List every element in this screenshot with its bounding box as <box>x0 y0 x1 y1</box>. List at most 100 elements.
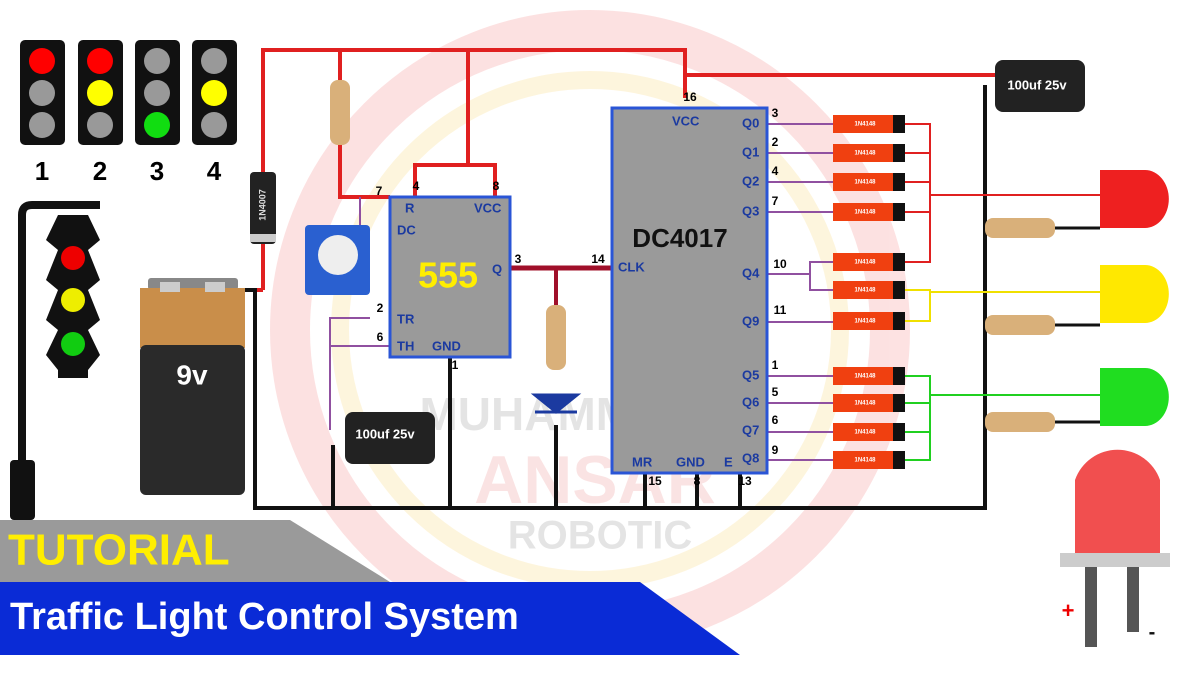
capacitor <box>345 412 435 464</box>
diode-label: 1N4148 <box>854 151 876 157</box>
capacitor <box>995 60 1085 112</box>
pin-name: R <box>405 200 415 215</box>
diode-label: 1N4148 <box>854 122 876 128</box>
diode-label: 1N4148 <box>854 210 876 216</box>
wire <box>338 50 390 199</box>
signal-icon <box>144 112 170 138</box>
output-wire <box>905 123 1100 263</box>
signal-label: 3 <box>150 156 164 186</box>
pin-name: GND <box>676 454 705 469</box>
diode-band <box>893 203 905 221</box>
resistor <box>530 393 582 414</box>
pin-name: Q6 <box>742 394 759 409</box>
pin-number: 8 <box>694 474 701 488</box>
pin-name: CLK <box>618 259 645 274</box>
battery <box>140 345 245 495</box>
pin-name: VCC <box>672 113 700 128</box>
pin-name: Q7 <box>742 422 759 437</box>
diode-label: 1N4148 <box>854 374 876 380</box>
pin-name: Q <box>492 261 502 276</box>
banner <box>0 520 740 655</box>
pin-name: Q8 <box>742 450 759 465</box>
diode-label: 1N4148 <box>854 180 876 186</box>
capacitor-label: 100uf 25v <box>355 426 415 441</box>
led <box>1100 368 1169 426</box>
pin-number: 1 <box>772 358 779 372</box>
diode-band <box>893 394 905 412</box>
banner <box>0 520 390 582</box>
resistor <box>985 412 1055 432</box>
pin-name: VCC <box>474 200 502 215</box>
pin-name: GND <box>432 338 461 353</box>
pin-number: 7 <box>376 184 383 198</box>
led <box>1060 553 1170 567</box>
traffic-light <box>61 246 85 270</box>
pin-name: Q0 <box>742 115 759 130</box>
pin-number: 15 <box>648 474 662 488</box>
diode-band <box>893 312 905 330</box>
pin-number: 11 <box>774 303 787 317</box>
pin-name: DC <box>397 222 416 237</box>
pin-number: 7 <box>772 194 779 208</box>
output-wire <box>767 123 1100 461</box>
led <box>1100 265 1169 323</box>
signal-diode <box>833 281 905 299</box>
battery <box>205 282 225 292</box>
pin-number: 3 <box>772 106 779 120</box>
battery <box>160 282 180 292</box>
signal-icon <box>87 48 113 74</box>
signal-diode <box>833 203 905 221</box>
resistor <box>330 80 350 145</box>
timer-ic <box>388 195 512 359</box>
polarity-label: + <box>1062 598 1075 623</box>
battery-label: 9v <box>176 359 208 390</box>
pin-name: TH <box>397 338 414 353</box>
pin-number: 2 <box>377 301 384 315</box>
banner-tag: TUTORIAL <box>8 526 230 575</box>
pin-name: Q4 <box>742 265 760 280</box>
pin-number: 2 <box>772 135 779 149</box>
pin-number: 6 <box>377 330 384 344</box>
polarity-label: - <box>1149 621 1156 643</box>
traffic-light <box>10 201 100 520</box>
signal-diode <box>833 253 905 271</box>
pin-name: Q5 <box>742 367 759 382</box>
resistor <box>985 218 1055 238</box>
pin-name: Q1 <box>742 144 759 159</box>
pin-name: E <box>724 454 733 469</box>
ic-name: DC4017 <box>632 223 727 253</box>
battery <box>140 278 245 495</box>
pin-number: 5 <box>772 385 779 399</box>
signal-label: 4 <box>207 156 222 186</box>
diode-label: 1N4148 <box>854 458 876 464</box>
diode-label: 1N4148 <box>854 288 876 294</box>
pin-number: 1 <box>452 358 459 372</box>
signal-icon <box>201 80 227 106</box>
pin-number: 6 <box>772 413 779 427</box>
traffic-light <box>61 288 85 312</box>
output-wire <box>905 289 1100 322</box>
diode-band <box>893 144 905 162</box>
signal-icon <box>201 48 227 74</box>
led <box>1085 567 1097 647</box>
signal-icon <box>87 112 113 138</box>
wire <box>413 50 497 197</box>
ic-name: 555 <box>418 255 478 296</box>
pin-number: 9 <box>772 443 779 457</box>
capacitor-label: 100uf 25v <box>1007 77 1067 92</box>
signal-label: 2 <box>93 156 107 186</box>
signal-diode <box>833 312 905 330</box>
diode-label: 1N4007 <box>257 189 267 221</box>
signal-icon <box>29 112 55 138</box>
signal-diode <box>833 144 905 162</box>
power-diode <box>250 172 276 244</box>
signal-diode <box>833 451 905 469</box>
traffic-light <box>10 460 35 520</box>
pin-number: 4 <box>772 164 779 178</box>
wire <box>329 317 390 430</box>
banner-title: Traffic Light Control System <box>10 596 519 638</box>
power-diode <box>250 234 276 242</box>
diode-band <box>893 115 905 133</box>
diode-band <box>893 451 905 469</box>
